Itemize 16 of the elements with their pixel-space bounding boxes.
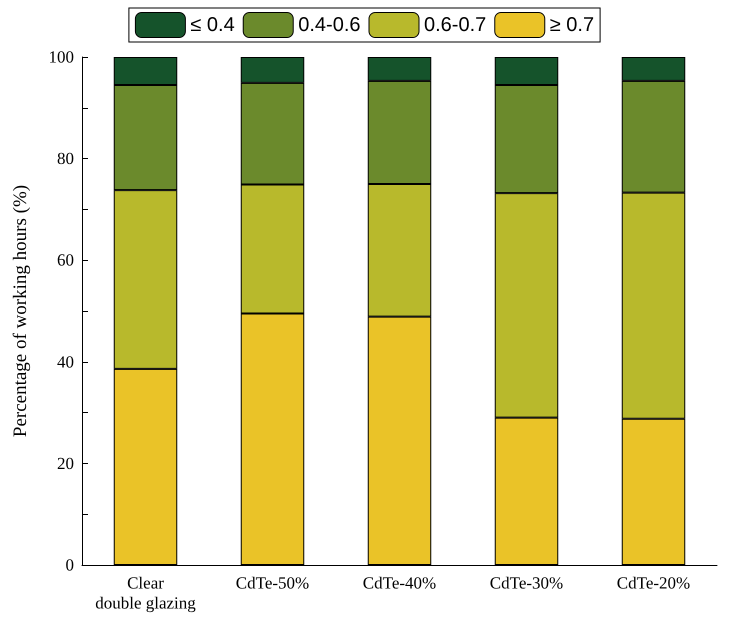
legend-label: 0.6-0.7: [424, 14, 486, 36]
y-tick-label: 80: [57, 149, 74, 168]
x-tick-label: CdTe-20%: [616, 574, 690, 592]
y-tick-label: 20: [57, 454, 74, 473]
y-tick-label: 60: [57, 250, 74, 270]
legend-label: 0.4-0.6: [298, 14, 360, 36]
x-tick-label: CdTe-40%: [362, 574, 436, 592]
y-tick-label: 0: [66, 556, 74, 574]
legend-label: ≥ 0.7: [550, 14, 594, 36]
x-tick-label: Clear double glazing: [95, 574, 196, 612]
legend-label: ≤ 0.4: [190, 14, 235, 36]
y-tick-label: 100: [48, 48, 74, 66]
x-tick-label: CdTe-30%: [490, 574, 564, 592]
y-axis-title: Percentage of working hours (%): [10, 184, 31, 438]
y-tick-label: 40: [57, 352, 74, 372]
x-tick-label: CdTe-50%: [236, 574, 310, 592]
